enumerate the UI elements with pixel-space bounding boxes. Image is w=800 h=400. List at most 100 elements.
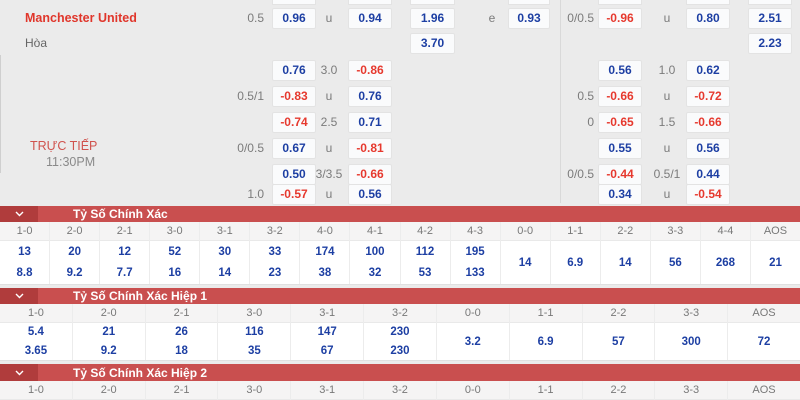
odds-button[interactable]: -0.44 (598, 164, 642, 185)
odds-button[interactable]: 0.76 (348, 86, 392, 107)
odds-button[interactable]: 2.51 (748, 8, 792, 29)
odds-button[interactable]: -0.66 (686, 112, 730, 133)
section-header-correct-score[interactable]: Tỷ Số Chính Xác (0, 206, 800, 222)
odds-button[interactable]: 0.67 (272, 138, 316, 159)
odds-cell[interactable]: 30 (218, 245, 232, 258)
odds-button[interactable]: 0.56 (598, 60, 642, 81)
odds-cell[interactable]: 174 (315, 245, 335, 258)
odds-cell[interactable]: 7.7 (116, 267, 133, 280)
odds-cell[interactable]: 8.8 (16, 267, 33, 280)
odds-cell[interactable]: 230 (390, 326, 410, 339)
odds-button[interactable]: 0.34 (598, 184, 642, 205)
score-header: 2-2 (600, 222, 650, 241)
odds-button[interactable]: -0.72 (686, 86, 730, 107)
odds-button[interactable]: 3.70 (410, 33, 455, 54)
odds-cell[interactable]: 35 (247, 344, 261, 357)
odds-button[interactable]: 1.96 (410, 8, 455, 29)
odds-button[interactable]: -0.74 (272, 112, 316, 133)
odds-cell[interactable]: 53 (418, 267, 432, 280)
odds-cell[interactable]: 38 (318, 267, 332, 280)
odds-cell[interactable]: 26 (175, 326, 188, 339)
odds-cell[interactable]: 14 (518, 256, 532, 269)
odds-cell[interactable]: 268 (715, 256, 735, 269)
odds-button[interactable]: -0.66 (348, 164, 392, 185)
odds-cell[interactable]: 52 (168, 245, 182, 258)
score-column: 3-0 (218, 381, 292, 400)
odds-cell[interactable]: 14 (218, 267, 232, 280)
score-column: 3-2 33 23 (250, 222, 301, 284)
odds-cell[interactable]: 16 (168, 267, 182, 280)
odds-cell[interactable]: 33 (268, 245, 282, 258)
odds-button[interactable]: 0.93 (508, 8, 550, 29)
odds-cell[interactable]: 18 (175, 344, 188, 357)
odds-button[interactable]: 0.80 (686, 8, 730, 29)
odds-cell[interactable]: 12 (118, 245, 132, 258)
odds-cell[interactable]: 100 (365, 245, 385, 258)
collapse-toggle[interactable] (0, 364, 38, 381)
odds-row: 0.5/1 -0.83 u 0.76 0.5 -0.66 u -0.72 (0, 86, 800, 107)
odds-button[interactable]: -0.66 (598, 86, 642, 107)
odds-cell[interactable]: 112 (415, 245, 435, 258)
odds-cell[interactable]: 20 (68, 245, 81, 258)
odds-button[interactable]: -0.96 (598, 8, 642, 29)
odds-button[interactable]: -0.86 (348, 60, 392, 81)
score-column: 4-0 174 38 (300, 222, 351, 284)
odds-cell[interactable]: 147 (317, 326, 337, 339)
chevron-down-icon (15, 370, 23, 375)
line-label: u (325, 141, 333, 155)
odds-cell[interactable]: 56 (668, 256, 682, 269)
score-header: 3-2 (364, 304, 436, 323)
odds-cell[interactable]: 72 (757, 335, 771, 348)
odds-cell[interactable]: 195 (465, 245, 485, 258)
odds-button[interactable]: -0.54 (686, 184, 730, 205)
section-title: Tỷ Số Chính Xác (73, 207, 168, 221)
section-header-correct-score-half2[interactable]: Tỷ Số Chính Xác Hiệp 2 (0, 364, 800, 381)
odds-button[interactable]: -0.81 (348, 138, 392, 159)
odds-button[interactable]: 2.23 (748, 33, 792, 54)
odds-cell[interactable]: 21 (102, 326, 116, 339)
odds-button[interactable]: -0.65 (598, 112, 642, 133)
odds-cell[interactable]: 21 (769, 256, 782, 269)
odds-cell[interactable]: 67 (320, 344, 334, 357)
odds-button[interactable]: -0.57 (272, 184, 316, 205)
odds-cell[interactable]: 9.2 (66, 267, 83, 280)
odds-cell[interactable]: 230 (390, 344, 410, 357)
odds-cell[interactable]: 32 (368, 267, 382, 280)
collapse-toggle[interactable] (0, 288, 38, 304)
odds-cell[interactable]: 133 (465, 267, 485, 280)
odds-button[interactable]: 0.55 (598, 138, 642, 159)
odds-cell[interactable]: 6.9 (537, 335, 554, 348)
even-label: e (488, 11, 496, 25)
odds-cell[interactable]: 300 (681, 335, 701, 348)
odds-cell[interactable]: 23 (268, 267, 282, 280)
odds-cell[interactable]: 57 (612, 335, 625, 348)
odds-button[interactable]: 0.56 (348, 184, 392, 205)
odds-cell[interactable]: 6.9 (567, 256, 584, 269)
odds-cell[interactable]: 9.2 (100, 344, 117, 357)
odds-cell[interactable]: 3.65 (24, 344, 48, 357)
score-column: 2-1 12 7.7 (100, 222, 151, 284)
odds-button[interactable]: 0.44 (686, 164, 730, 185)
odds-cell[interactable]: 116 (245, 326, 264, 339)
score-column: AOS 21 (750, 222, 800, 284)
odds-button[interactable]: 0.94 (348, 8, 392, 29)
odds-button[interactable]: 0.62 (686, 60, 730, 81)
odds-button[interactable]: 0.56 (686, 138, 730, 159)
score-header: 1-1 (509, 304, 582, 323)
odds-cell[interactable]: 5.4 (27, 326, 44, 339)
section-header-correct-score-half1[interactable]: Tỷ Số Chính Xác Hiệp 1 (0, 288, 800, 304)
score-column: 1-1 6.9 (550, 222, 601, 284)
line-label: 2.5 (320, 115, 338, 129)
odds-button[interactable]: 0.71 (348, 112, 392, 133)
collapse-toggle[interactable] (0, 206, 38, 222)
odds-button[interactable]: 0.50 (272, 164, 316, 185)
odds-cell[interactable]: 3.2 (464, 335, 481, 348)
odds-cell[interactable]: 13 (18, 245, 31, 258)
odds-button[interactable]: -0.83 (272, 86, 316, 107)
score-column: 3-2 230 230 (364, 304, 437, 360)
section-title: Tỷ Số Chính Xác Hiệp 1 (73, 289, 208, 303)
handicap-label: 0.5 (247, 11, 264, 25)
odds-cell[interactable]: 14 (618, 256, 632, 269)
odds-button[interactable]: 0.76 (272, 60, 316, 81)
odds-button[interactable]: 0.96 (272, 8, 316, 29)
